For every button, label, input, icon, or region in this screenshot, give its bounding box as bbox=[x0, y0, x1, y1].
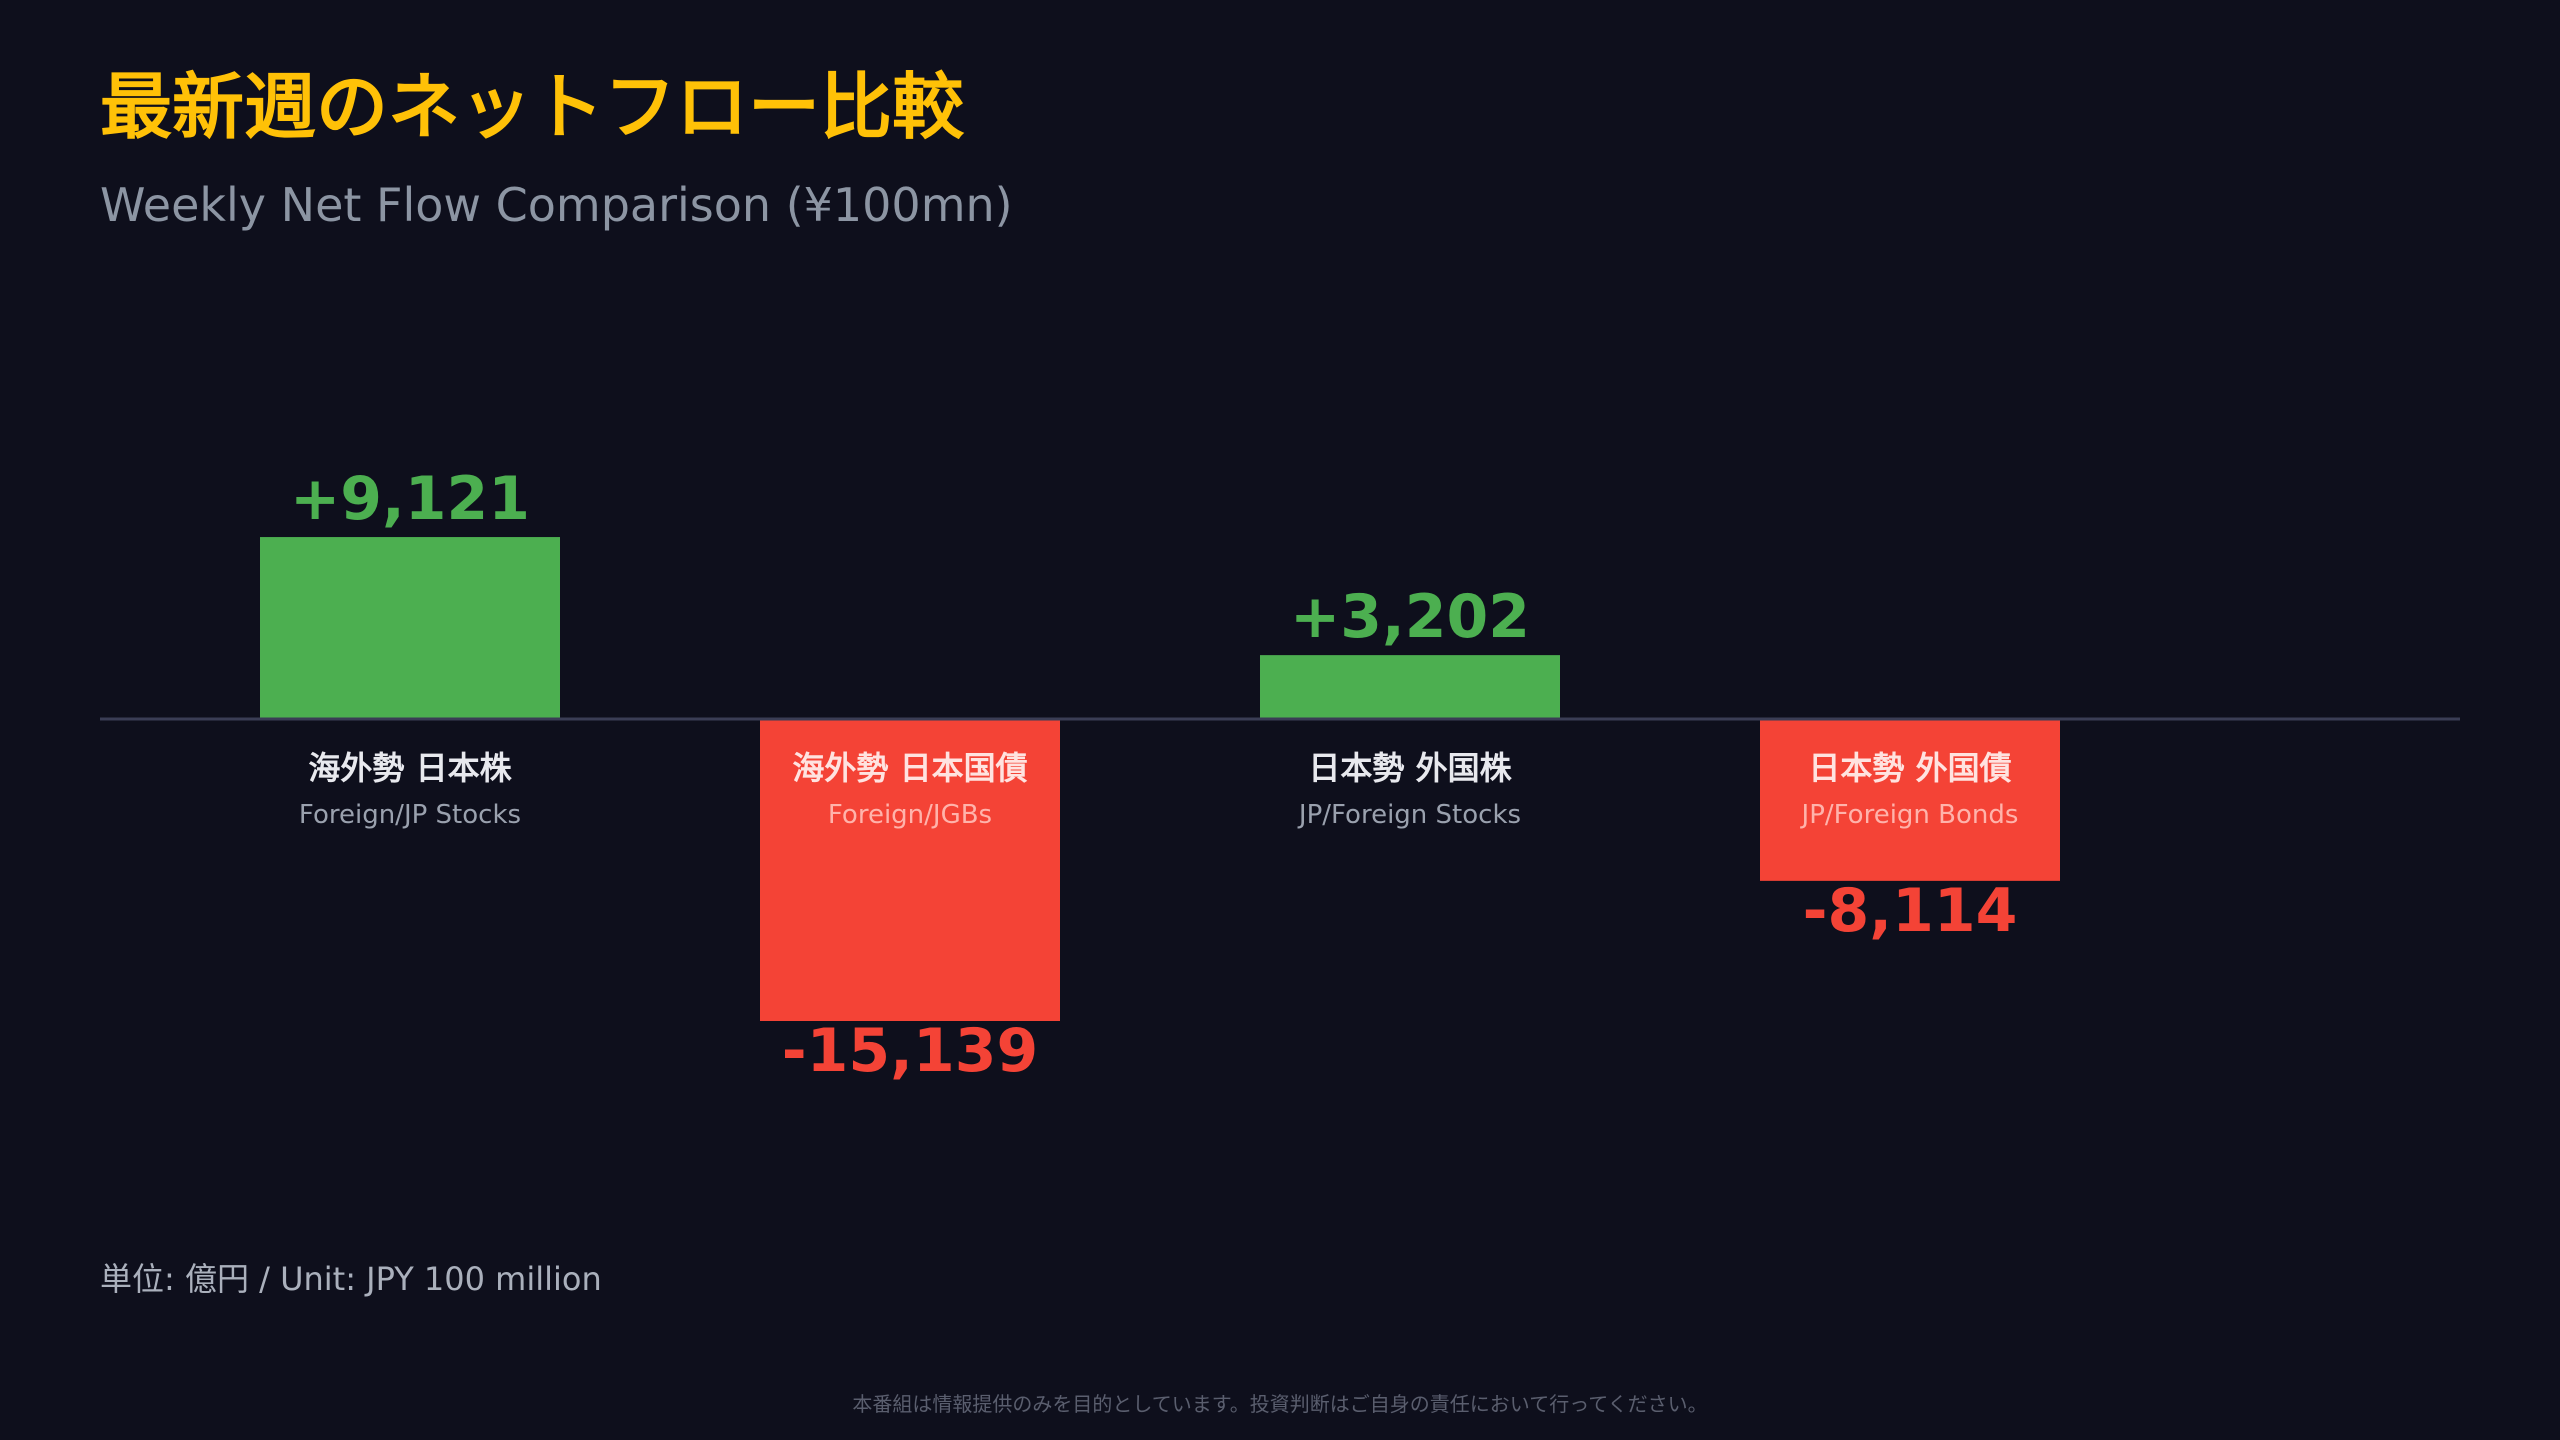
value-label-3: -8,114 bbox=[1803, 876, 2018, 946]
disclaimer: 本番組は情報提供のみを目的としています。投資判断はご自身の責任において行ってくだ… bbox=[852, 1392, 1708, 1416]
bar-1 bbox=[760, 719, 1060, 1021]
chart-title: 最新週のネットフロー比較 bbox=[100, 65, 965, 149]
bar-3 bbox=[1760, 719, 2060, 881]
unit-note: 単位: 億円 / Unit: JPY 100 million bbox=[100, 1260, 602, 1298]
category-label-en-2: JP/Foreign Stocks bbox=[1297, 800, 1521, 830]
bar-0 bbox=[260, 537, 560, 719]
category-label-en-1: Foreign/JGBs bbox=[828, 800, 992, 830]
value-label-2: +3,202 bbox=[1290, 582, 1530, 652]
value-label-1: -15,139 bbox=[782, 1016, 1038, 1086]
category-label-ja-1: 海外勢 日本国債 bbox=[792, 749, 1027, 787]
bar-2 bbox=[1260, 655, 1560, 719]
category-label-ja-3: 日本勢 外国債 bbox=[1808, 749, 2011, 787]
value-label-0: +9,121 bbox=[290, 464, 530, 534]
category-label-en-0: Foreign/JP Stocks bbox=[299, 800, 521, 830]
category-label-ja-2: 日本勢 外国株 bbox=[1308, 749, 1512, 787]
chart-subtitle: Weekly Net Flow Comparison (¥100mn) bbox=[100, 178, 1013, 232]
category-label-ja-0: 海外勢 日本株 bbox=[308, 749, 512, 787]
category-label-en-3: JP/Foreign Bonds bbox=[1800, 800, 2019, 830]
